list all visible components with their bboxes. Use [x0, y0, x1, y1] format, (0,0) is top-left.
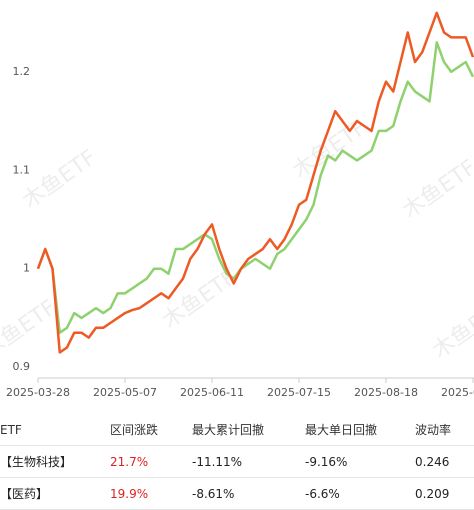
x-tick-label: 2025-08-18	[354, 386, 418, 399]
row: 【医药】 19.9% -8.61% -6.6% 0.209	[0, 477, 474, 510]
header-cell: 区间涨跌	[110, 414, 192, 446]
header-cell: 最大累计回撤	[192, 414, 305, 446]
watermark: 木鱼ETF	[18, 145, 101, 214]
x-tick-label: 2025-09-22	[441, 386, 474, 399]
y-tick-label: 1.2	[13, 65, 31, 78]
x-tick-label: 2025-03-28	[6, 386, 70, 399]
x-tick-label: 2025-07-15	[267, 386, 331, 399]
cell: 【生物科技】	[0, 445, 110, 478]
cell: 21.7%	[110, 445, 192, 478]
x-tick-label: 2025-05-07	[93, 386, 157, 399]
y-tick-label: 0.9	[13, 360, 31, 373]
watermark: 木鱼ETF	[0, 295, 61, 364]
header-cell: 波动率	[415, 414, 474, 446]
cell: -9.16%	[305, 445, 415, 478]
header-cell: ETF	[0, 414, 110, 446]
cell: 【医药】	[0, 477, 110, 510]
series-line	[36, 11, 474, 354]
header-cell: 最大单日回撤	[305, 414, 415, 446]
cell: 0.246	[415, 445, 474, 478]
y-tick-label: 1	[23, 262, 30, 275]
row: 【生物科技】 21.7% -11.11% -9.16% 0.246	[0, 445, 474, 478]
cell: -11.11%	[192, 445, 305, 478]
cell: -6.6%	[305, 477, 415, 510]
header-row: ETF 区间涨跌 最大累计回撤 最大单日回撤 波动率	[0, 414, 474, 446]
stats-table: ETF 区间涨跌 最大累计回撤 最大单日回撤 波动率 【生物科技】 21.7% …	[0, 414, 474, 510]
cell: -8.61%	[192, 477, 305, 510]
watermark: 木鱼ETF	[428, 295, 474, 364]
series-line	[36, 41, 474, 334]
y-tick-label: 1.1	[13, 163, 31, 176]
cell: 0.209	[415, 477, 474, 510]
x-tick-label: 2025-06-11	[180, 386, 244, 399]
cell: 19.9%	[110, 477, 192, 510]
watermark: 木鱼ETF	[398, 155, 474, 224]
